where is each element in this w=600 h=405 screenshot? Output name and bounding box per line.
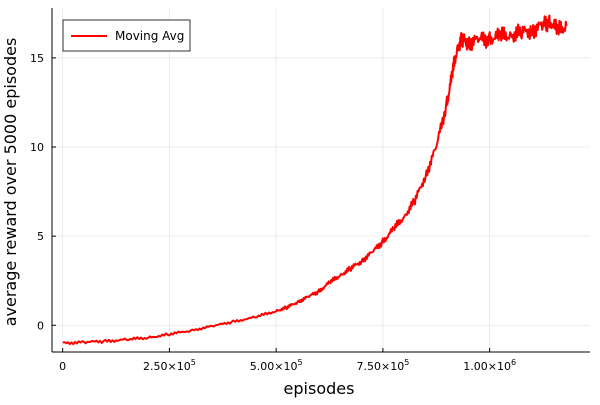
x-tick-label: 1.00×106 bbox=[463, 358, 516, 373]
x-tick-exponent: 5 bbox=[297, 358, 302, 367]
y-tick-label: 0 bbox=[37, 319, 44, 332]
grid-layer bbox=[52, 8, 590, 352]
x-axis-label: episodes bbox=[284, 379, 355, 398]
x-tick-label: 2.50×105 bbox=[143, 358, 196, 373]
series-line-moving-avg bbox=[62, 14, 568, 346]
y-tick-label: 5 bbox=[37, 230, 44, 243]
x-tick-exponent: 5 bbox=[404, 358, 409, 367]
x-tick-label: 7.50×105 bbox=[357, 358, 410, 373]
ticks-layer: 0 2.50×105 5.00×105 7.50×105 1.00×106 0 5 10 15 bbox=[30, 52, 516, 373]
x-tick-exponent: 6 bbox=[511, 358, 516, 367]
legend: Moving Avg bbox=[62, 19, 191, 52]
y-tick-label: 10 bbox=[30, 141, 44, 154]
axis-layer bbox=[51, 8, 590, 353]
y-tick-label: 15 bbox=[30, 52, 44, 65]
x-tick-exponent: 5 bbox=[191, 358, 196, 367]
legend-label-moving-avg: Moving Avg bbox=[115, 29, 184, 43]
x-tick-label: 0 bbox=[59, 360, 66, 373]
y-axis-label: average reward over 5000 episodes bbox=[1, 38, 20, 327]
x-tick-label: 5.00×105 bbox=[250, 358, 303, 373]
series-layer bbox=[62, 14, 568, 346]
